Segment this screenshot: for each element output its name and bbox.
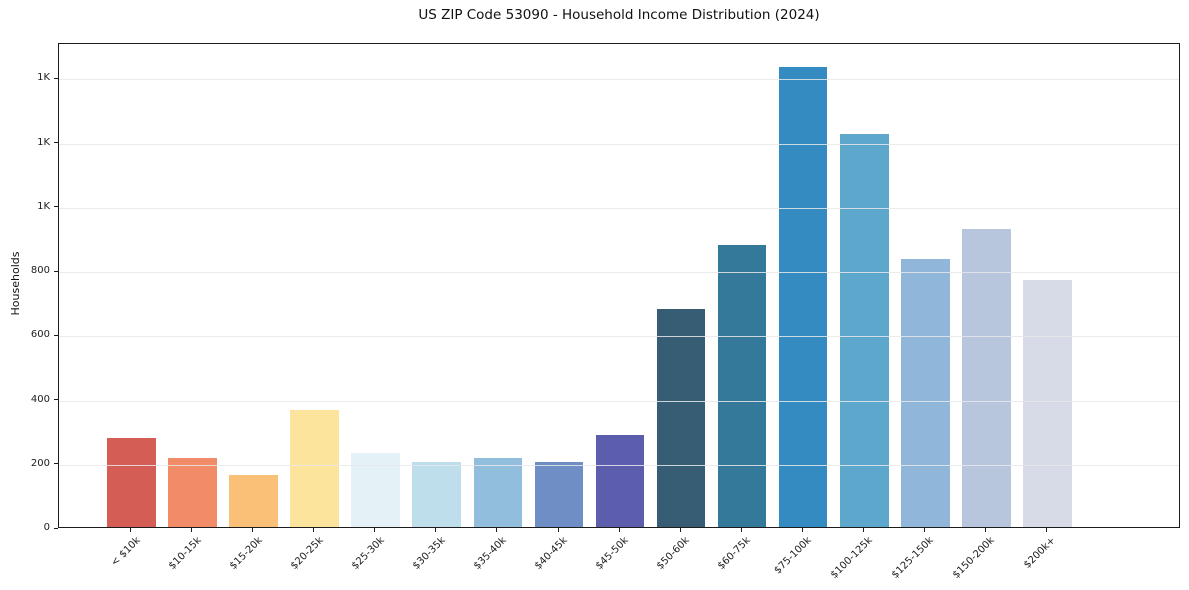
gridline <box>59 336 1179 338</box>
x-tick-label: $25-30k <box>349 535 387 572</box>
y-tick-mark <box>54 270 58 272</box>
x-tick-label: $50-60k <box>654 535 692 572</box>
bar <box>229 475 279 527</box>
x-tick-label: $125-150k <box>890 535 936 581</box>
x-tick-label: < $10k <box>108 535 143 569</box>
y-axis-label: Households <box>9 251 22 316</box>
x-tick-mark <box>984 528 986 532</box>
x-tick-mark <box>740 528 742 532</box>
x-tick-label: $40-45k <box>532 535 570 572</box>
x-tick-mark <box>496 528 498 532</box>
x-tick-label: $45-50k <box>593 535 631 572</box>
y-tick-label: 1K <box>37 72 50 84</box>
y-tick-mark <box>54 334 58 336</box>
bar <box>656 308 706 527</box>
bar <box>107 437 156 527</box>
x-tick-label: $75-100k <box>772 535 814 577</box>
y-tick-mark <box>54 206 58 208</box>
x-tick-mark <box>679 528 681 532</box>
x-tick-mark <box>801 528 803 532</box>
x-tick-label: $100-125k <box>829 535 875 581</box>
gridline <box>59 143 1179 145</box>
x-tick-mark <box>252 528 254 532</box>
y-tick-label: 0 <box>43 522 50 533</box>
x-tick-mark <box>191 528 193 532</box>
bar <box>290 410 340 527</box>
x-tick-mark <box>923 528 925 532</box>
x-tick-mark <box>313 528 315 532</box>
bar <box>595 435 645 527</box>
y-tick-mark <box>54 527 58 529</box>
bar <box>839 133 889 527</box>
x-tick-mark <box>618 528 620 532</box>
bar <box>717 245 767 527</box>
x-tick-mark <box>557 528 559 532</box>
gridline <box>59 79 1179 81</box>
x-tick-label: $30-35k <box>410 535 448 572</box>
gridline <box>59 464 1179 466</box>
y-tick-label: 1K <box>37 136 50 148</box>
bar <box>778 67 828 527</box>
y-tick-mark <box>54 463 58 465</box>
plot-area <box>58 43 1180 528</box>
y-tick-label: 400 <box>30 393 50 405</box>
bar <box>900 258 950 527</box>
y-tick-label: 800 <box>30 265 50 276</box>
x-tick-mark <box>862 528 864 532</box>
x-tick-mark <box>374 528 376 532</box>
x-tick-label: $35-40k <box>471 535 509 572</box>
bar <box>534 461 584 527</box>
x-tick-mark <box>1045 528 1047 532</box>
y-tick-mark <box>54 77 58 79</box>
gridline <box>59 207 1179 209</box>
y-tick-mark <box>54 399 58 400</box>
x-tick-label: $150-200k <box>951 535 998 581</box>
gridline <box>59 400 1179 402</box>
y-tick-label: 1K <box>37 200 50 212</box>
y-tick-label: 200 <box>30 457 50 469</box>
gridline <box>59 272 1179 273</box>
bar <box>168 457 218 527</box>
y-tick-label: 600 <box>30 329 50 341</box>
x-tick-label: $200k+ <box>1022 535 1059 571</box>
bar <box>961 228 1011 527</box>
x-tick-label: $20-25k <box>288 535 326 572</box>
y-tick-mark <box>54 142 58 144</box>
bar <box>473 457 523 527</box>
bar <box>412 461 462 527</box>
x-tick-label: $15-20k <box>227 535 265 572</box>
x-tick-mark <box>130 528 132 532</box>
bar <box>1022 280 1072 527</box>
x-tick-label: $60-75k <box>715 535 753 572</box>
x-tick-label: $10-15k <box>166 535 204 572</box>
chart-title: US ZIP Code 53090 - Household Income Dis… <box>418 7 820 23</box>
x-tick-mark <box>435 528 437 532</box>
